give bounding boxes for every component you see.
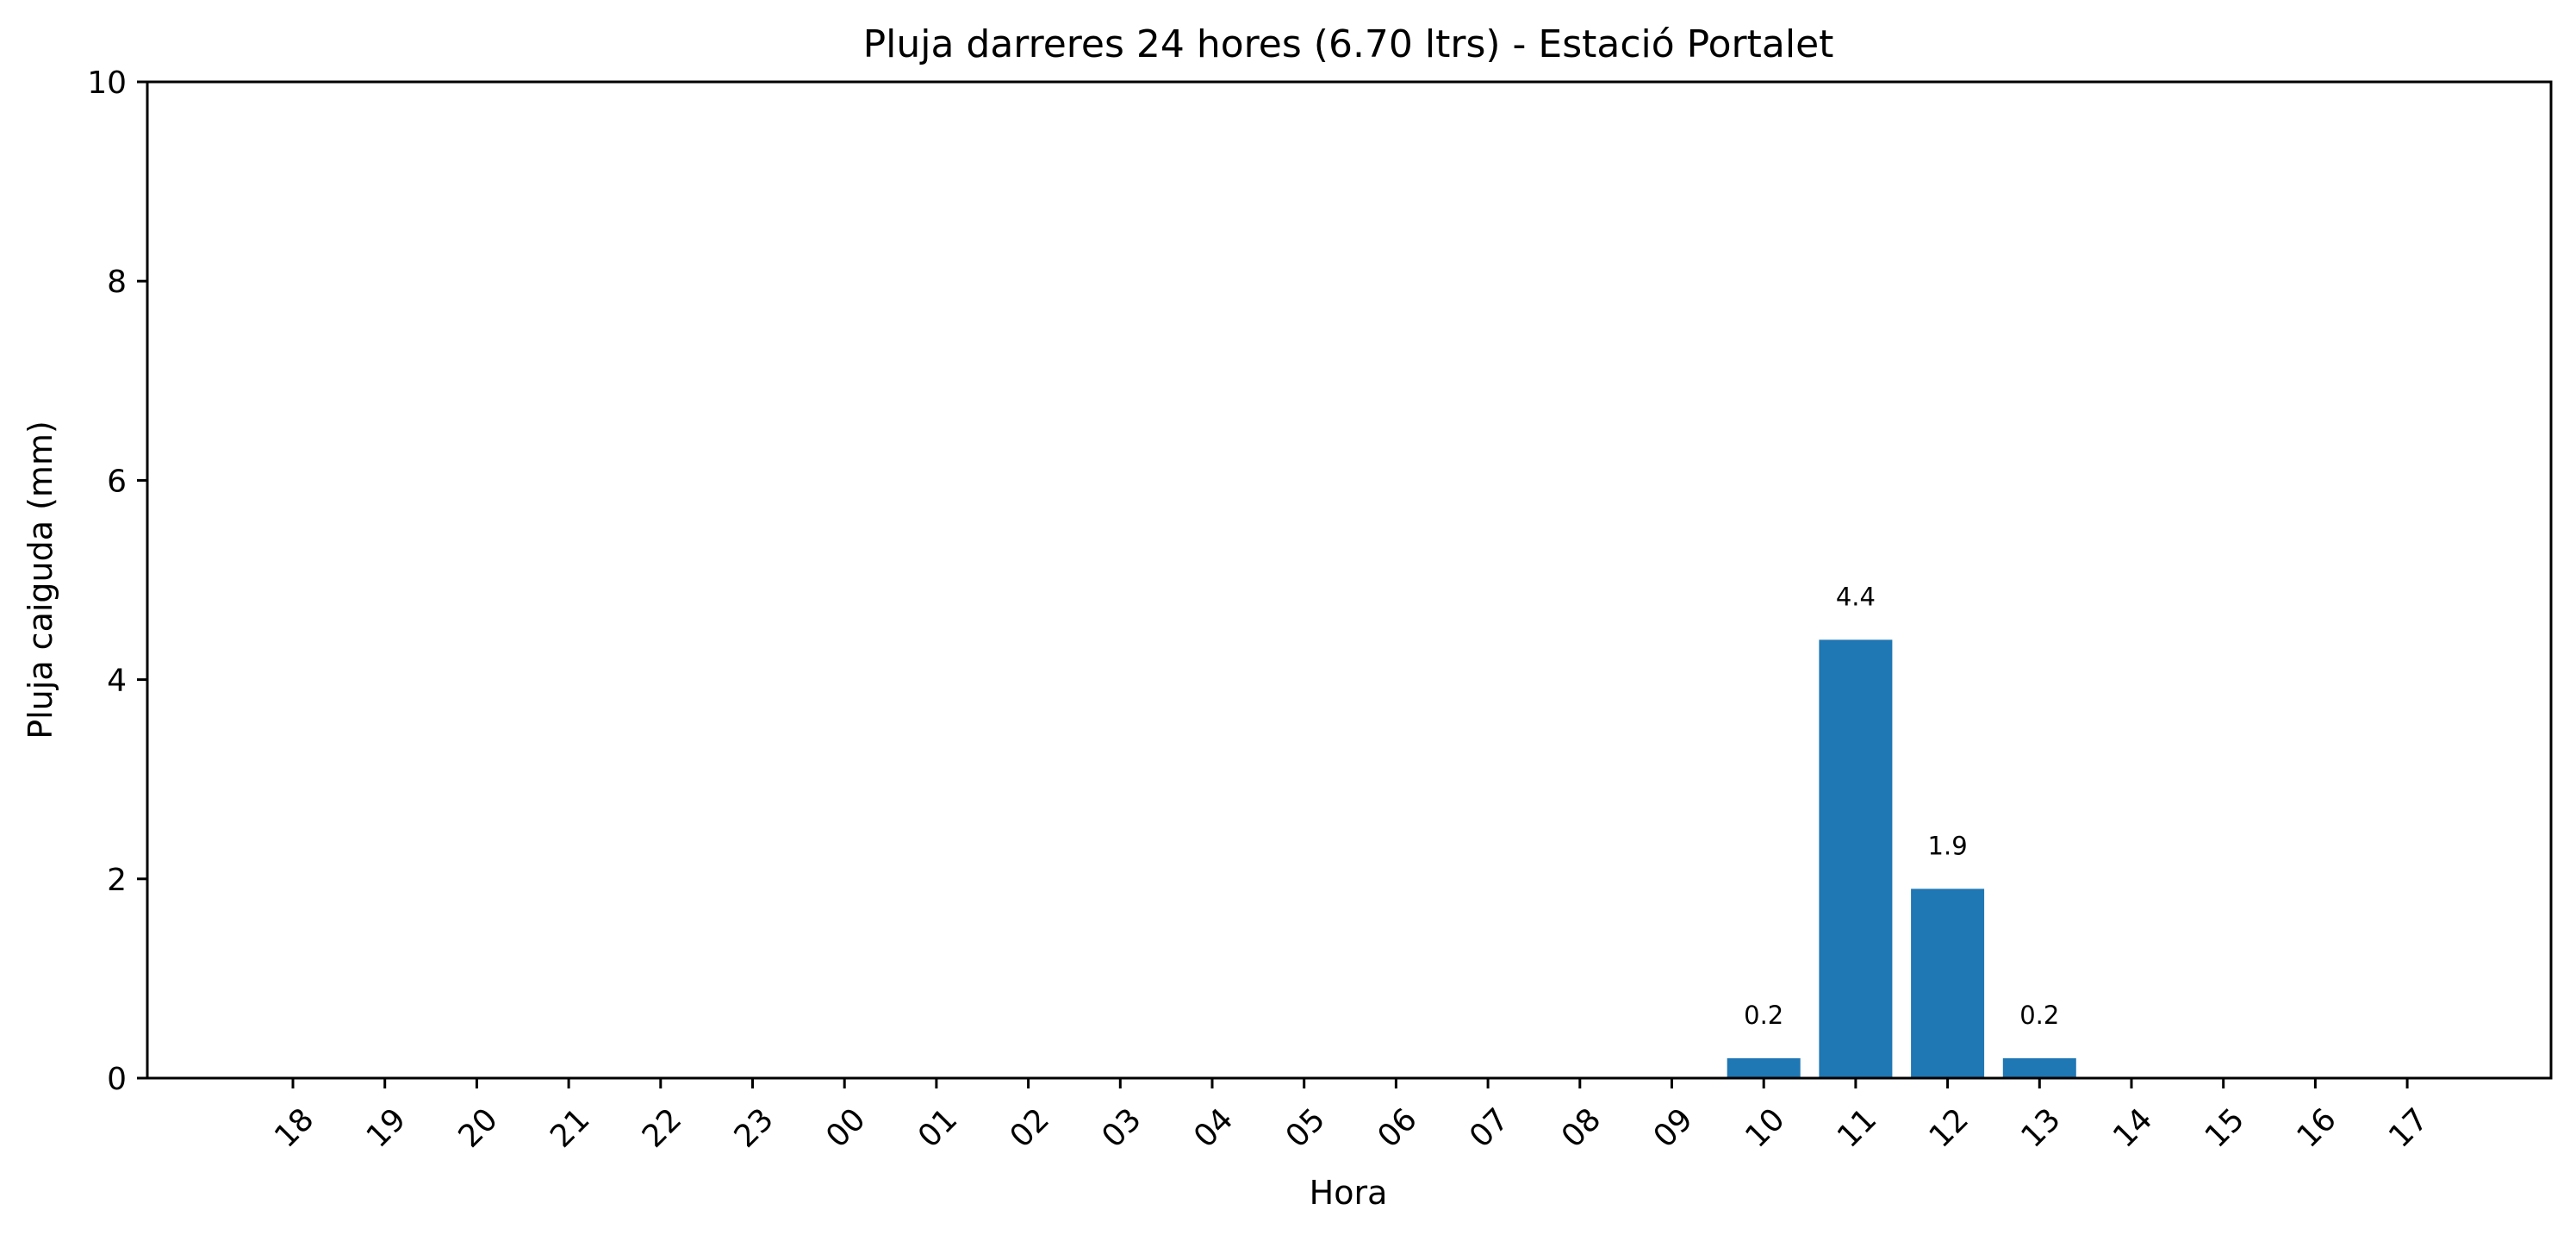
x-tick-label-14: 14 <box>2106 1101 2159 1154</box>
x-tick-label-23: 23 <box>728 1101 781 1154</box>
x-axis: 18 19 20 21 22 23 00 01 02 03 04 05 06 07 08 09 10 11 12 13… <box>268 1078 2436 1155</box>
x-tick-label-15: 15 <box>2199 1101 2251 1154</box>
x-tick-label-22: 22 <box>636 1101 688 1154</box>
x-tick-label-18: 18 <box>268 1101 320 1154</box>
x-tick-label-07: 07 <box>1463 1101 1515 1154</box>
y-tick-label-4: 4 <box>107 664 127 699</box>
plot-frame <box>146 80 2553 1080</box>
x-tick-label-21: 21 <box>544 1101 596 1154</box>
x-tick-label-19: 19 <box>360 1101 413 1154</box>
bar-12 <box>1911 889 1985 1078</box>
x-tick-label-04: 04 <box>1187 1101 1240 1154</box>
x-tick-label-20: 20 <box>451 1101 504 1154</box>
x-tick-label-03: 03 <box>1095 1101 1148 1154</box>
y-tick-label-10: 10 <box>87 65 127 101</box>
y-axis-label: Pluja caiguda (mm) <box>22 421 59 739</box>
x-tick-label-11: 11 <box>1831 1101 1883 1154</box>
data-label-13: 0.2 <box>2019 1001 2059 1030</box>
x-tick-label-13: 13 <box>2014 1101 2067 1154</box>
x-tick-label-01: 01 <box>912 1101 964 1154</box>
x-tick-label-06: 06 <box>1371 1101 1423 1154</box>
data-label-11: 4.4 <box>1836 582 1876 611</box>
x-tick-label-12: 12 <box>1923 1101 1976 1154</box>
x-tick-label-09: 09 <box>1647 1101 1700 1154</box>
x-tick-label-00: 00 <box>819 1101 872 1154</box>
bar-10 <box>1727 1057 1801 1078</box>
x-axis-label: Hora <box>1310 1174 1388 1212</box>
x-tick-label-17: 17 <box>2382 1101 2435 1154</box>
chart-title: Pluja darreres 24 hores (6.70 ltrs) - Es… <box>863 22 1834 66</box>
y-tick-label-6: 6 <box>107 464 127 499</box>
data-label-10: 0.2 <box>1744 1001 1783 1030</box>
x-tick-label-05: 05 <box>1279 1101 1332 1154</box>
y-tick-label-8: 8 <box>107 265 127 300</box>
bars-layer <box>1727 639 2076 1078</box>
y-axis: 0 2 4 6 8 10 <box>87 65 147 1097</box>
y-tick-label-0: 0 <box>107 1062 127 1097</box>
x-tick-label-08: 08 <box>1555 1101 1608 1154</box>
x-tick-label-02: 02 <box>1004 1101 1056 1154</box>
y-tick-label-2: 2 <box>107 863 127 898</box>
bar-11 <box>1819 639 1893 1078</box>
data-labels-layer: 0.2 4.4 1.9 0.2 <box>1744 582 2059 1030</box>
data-label-12: 1.9 <box>1928 831 1968 860</box>
bar-13 <box>2002 1057 2076 1078</box>
x-tick-label-10: 10 <box>1739 1101 1791 1154</box>
x-tick-label-16: 16 <box>2290 1101 2343 1154</box>
